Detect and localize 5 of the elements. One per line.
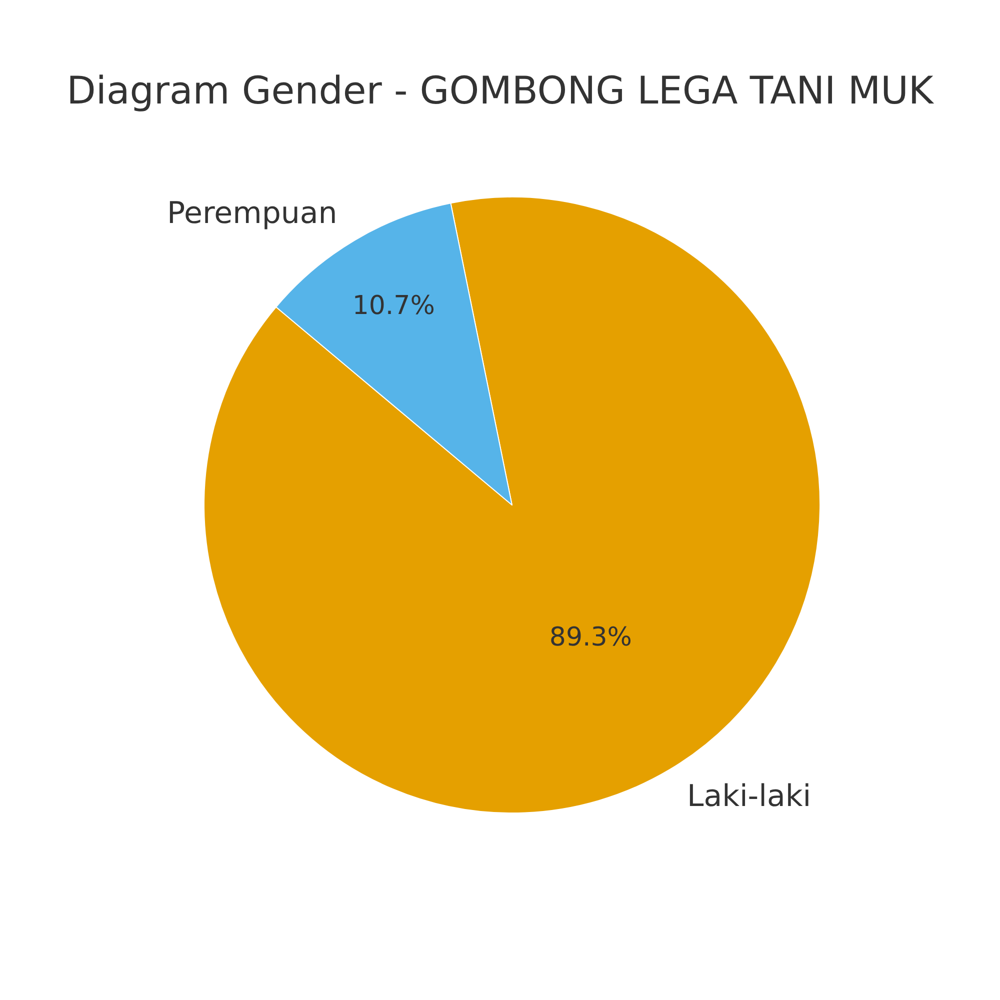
slice-label: Perempuan [167, 196, 338, 231]
slice-label: Laki-laki [687, 779, 812, 814]
chart-title: Diagram Gender - GOMBONG LEGA TANI MUK [66, 68, 934, 112]
data-label: 89.3% [549, 622, 632, 652]
data-label: 10.7% [352, 290, 435, 321]
